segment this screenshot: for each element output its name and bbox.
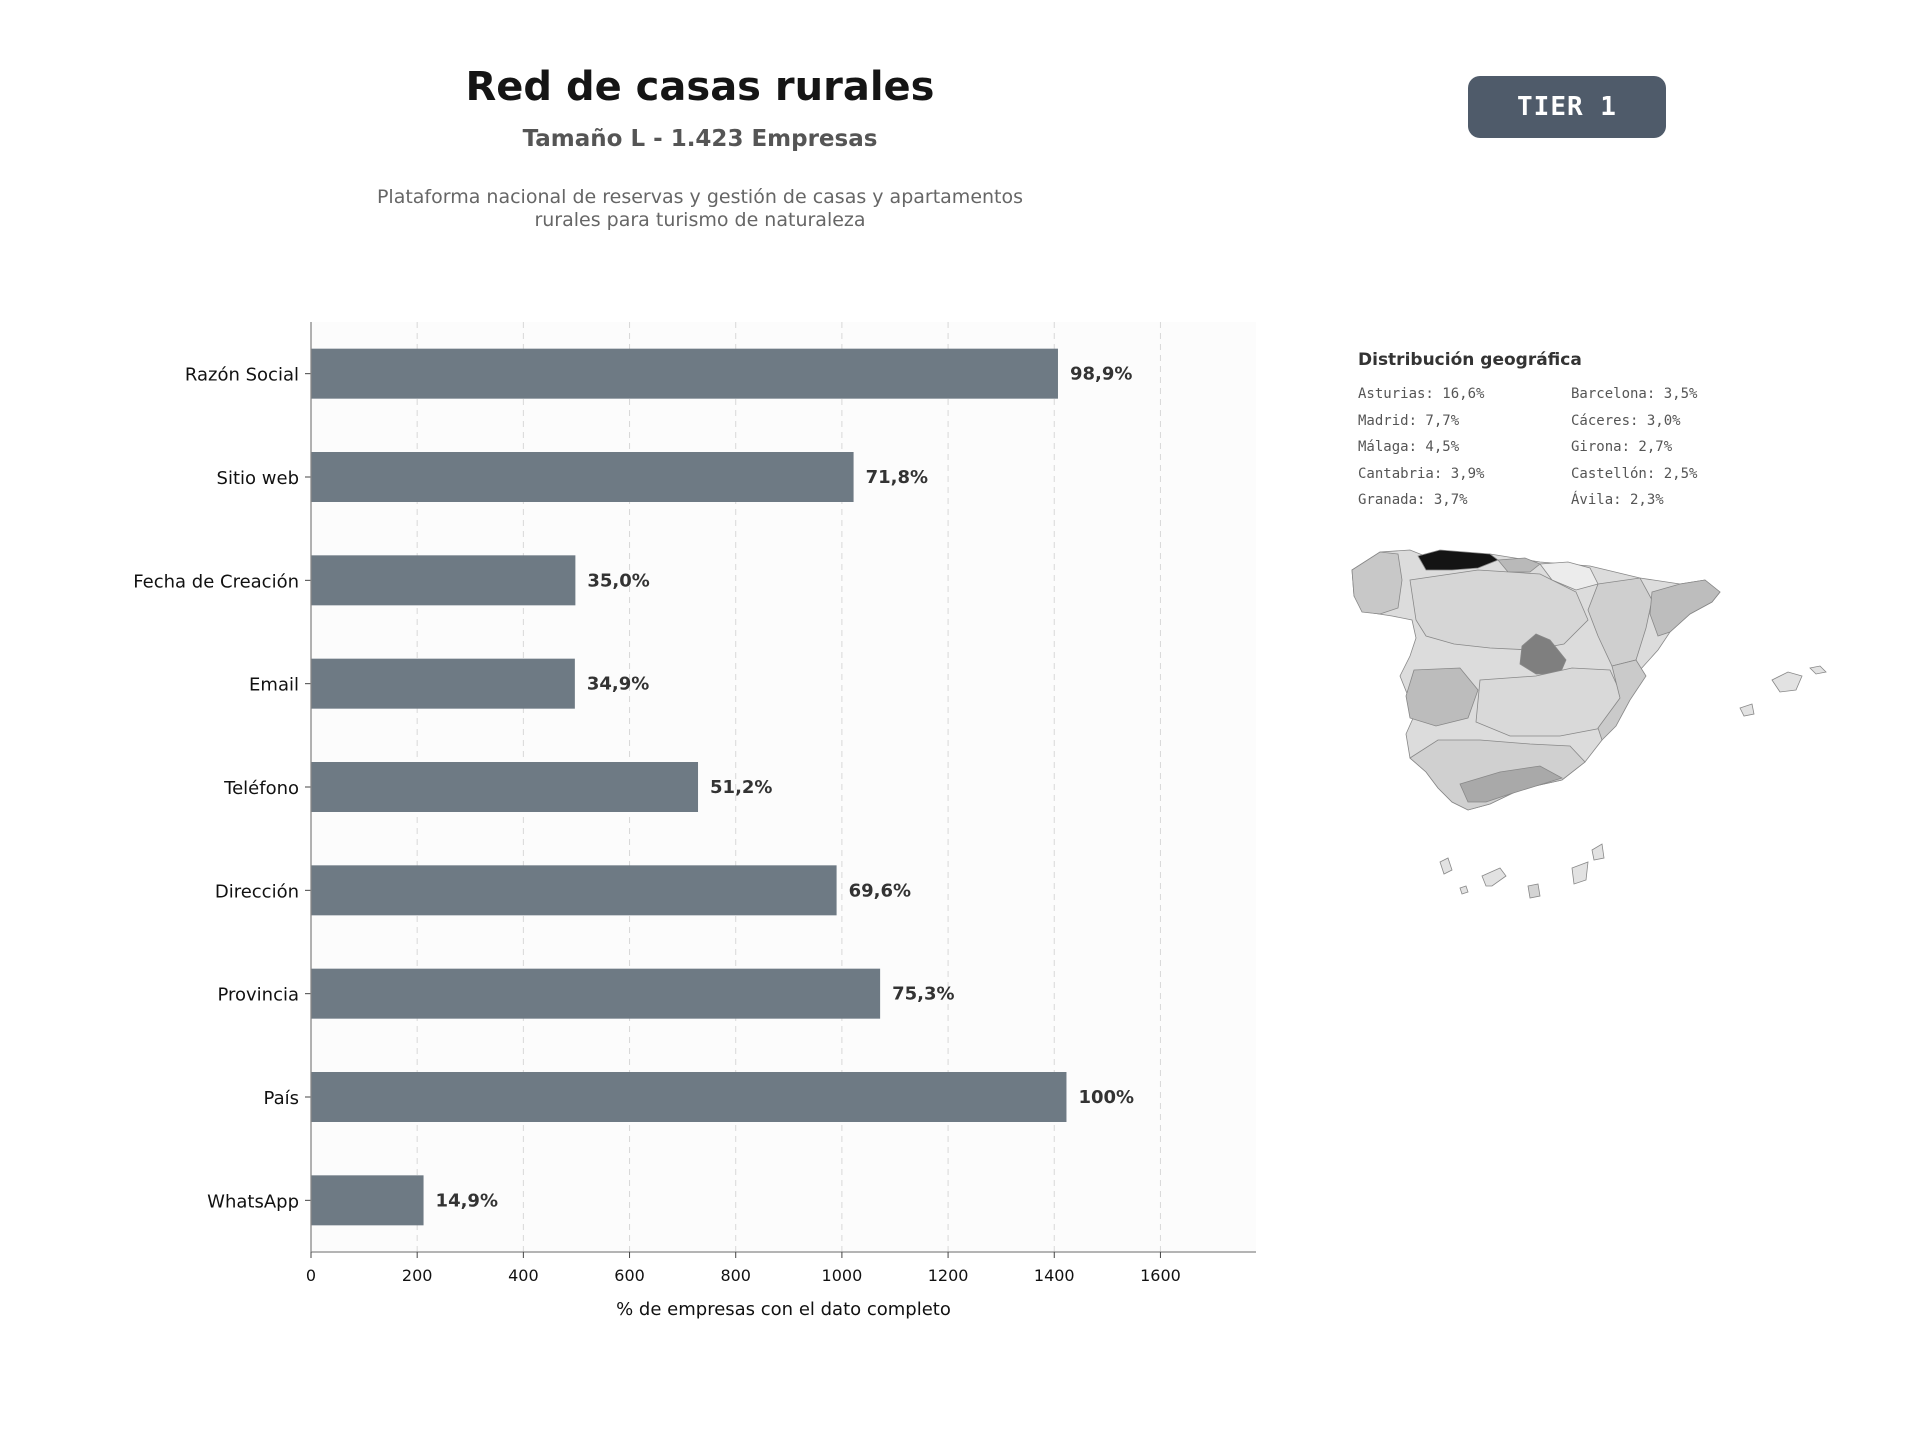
geo-item: Girona: 2,7%: [1571, 439, 1673, 455]
category-label: Provincia: [217, 985, 299, 1006]
x-tick-label: 1200: [928, 1266, 969, 1285]
category-label: WhatsApp: [207, 1191, 299, 1212]
bar: [311, 555, 576, 606]
category-label: Razón Social: [185, 365, 299, 386]
description-line-1: Plataforma nacional de reservas y gestió…: [376, 186, 1024, 208]
map-region: [1351, 551, 1403, 615]
bar: [311, 1072, 1067, 1122]
category-label: País: [264, 1088, 299, 1109]
bar: [311, 452, 854, 502]
geo-item: Cantabria: 3,9%: [1358, 465, 1485, 482]
map-region: [1497, 557, 1541, 573]
data-label: 51,2%: [710, 777, 772, 798]
bar: [311, 1175, 424, 1226]
data-label: 100%: [1078, 1087, 1134, 1108]
map-region: [1481, 867, 1507, 887]
category-label: Teléfono: [223, 778, 299, 799]
x-tick-label: 200: [402, 1266, 433, 1285]
data-label: 71,8%: [866, 467, 928, 488]
map-region: [1527, 883, 1541, 899]
data-label: 14,9%: [436, 1190, 498, 1211]
data-label: 35,0%: [587, 570, 649, 591]
page-subtitle: Tamaño L - 1.423 Empresas: [522, 126, 878, 152]
map-region-madrid: [1519, 633, 1567, 675]
x-tick-label: 400: [508, 1266, 539, 1285]
x-axis-label: % de empresas con el dato completo: [616, 1299, 951, 1320]
x-tick-label: 800: [720, 1266, 751, 1285]
geo-item: Asturias: 16,6%: [1358, 386, 1485, 402]
map-region: [1571, 861, 1589, 885]
map-region: [1649, 579, 1721, 637]
map-region: [1459, 885, 1469, 895]
spain-province-map: [1351, 549, 1827, 899]
geo-distribution-panel: Distribución geográfica Asturias: 16,6% …: [1340, 350, 1860, 512]
bar: [311, 348, 1058, 399]
bar: [311, 968, 881, 1019]
geo-item: Madrid: 7,7%: [1358, 412, 1460, 429]
completeness-bar-chart: Razón Social 98,9% Sitio web 71,8% Fecha de …: [133, 322, 1256, 1320]
data-label: 98,9%: [1070, 364, 1132, 385]
description-line-2: rurales para turismo de naturaleza: [534, 209, 866, 231]
map-region: [1771, 671, 1803, 693]
map-region: [1439, 857, 1453, 875]
map-region: [1459, 765, 1564, 803]
bar: [311, 658, 575, 709]
page-description: Plataforma nacional de reservas y gestió…: [340, 186, 1060, 232]
map-region: [1597, 659, 1647, 741]
map-region: [1591, 843, 1605, 861]
bar: [311, 865, 837, 916]
map-region: [1405, 667, 1479, 727]
x-tick-label: 0: [306, 1266, 316, 1285]
map-region: [1809, 665, 1827, 675]
geo-item: Ávila: 2,3%: [1571, 492, 1664, 508]
data-label: 69,6%: [849, 880, 911, 901]
tier-badge: TIER 1: [1468, 76, 1666, 138]
geo-item: Málaga: 4,5%: [1358, 439, 1460, 455]
category-label: Sitio web: [217, 468, 299, 489]
category-label: Email: [249, 675, 299, 696]
category-label: Dirección: [215, 881, 299, 902]
data-label: 34,9%: [587, 674, 649, 695]
x-tick-label: 1000: [822, 1266, 863, 1285]
geo-item: Castellón: 2,5%: [1571, 465, 1698, 482]
page-title: Red de casas rurales: [465, 64, 935, 110]
geo-item: Granada: 3,7%: [1358, 492, 1468, 508]
x-tick-label: 1400: [1034, 1266, 1075, 1285]
category-label: Fecha de Creación: [133, 571, 299, 592]
geo-list: Asturias: 16,6% Barcelona: 3,5% Madrid: …: [1358, 384, 1860, 512]
bar: [311, 762, 699, 812]
data-label: 75,3%: [892, 984, 954, 1005]
geo-title: Distribución geográfica: [1358, 350, 1582, 370]
x-tick-label: 1600: [1140, 1266, 1181, 1285]
x-tick-label: 600: [614, 1266, 645, 1285]
map-region: [1739, 703, 1755, 717]
geo-item: Cáceres: 3,0%: [1571, 412, 1681, 429]
geo-item: Barcelona: 3,5%: [1571, 386, 1698, 402]
